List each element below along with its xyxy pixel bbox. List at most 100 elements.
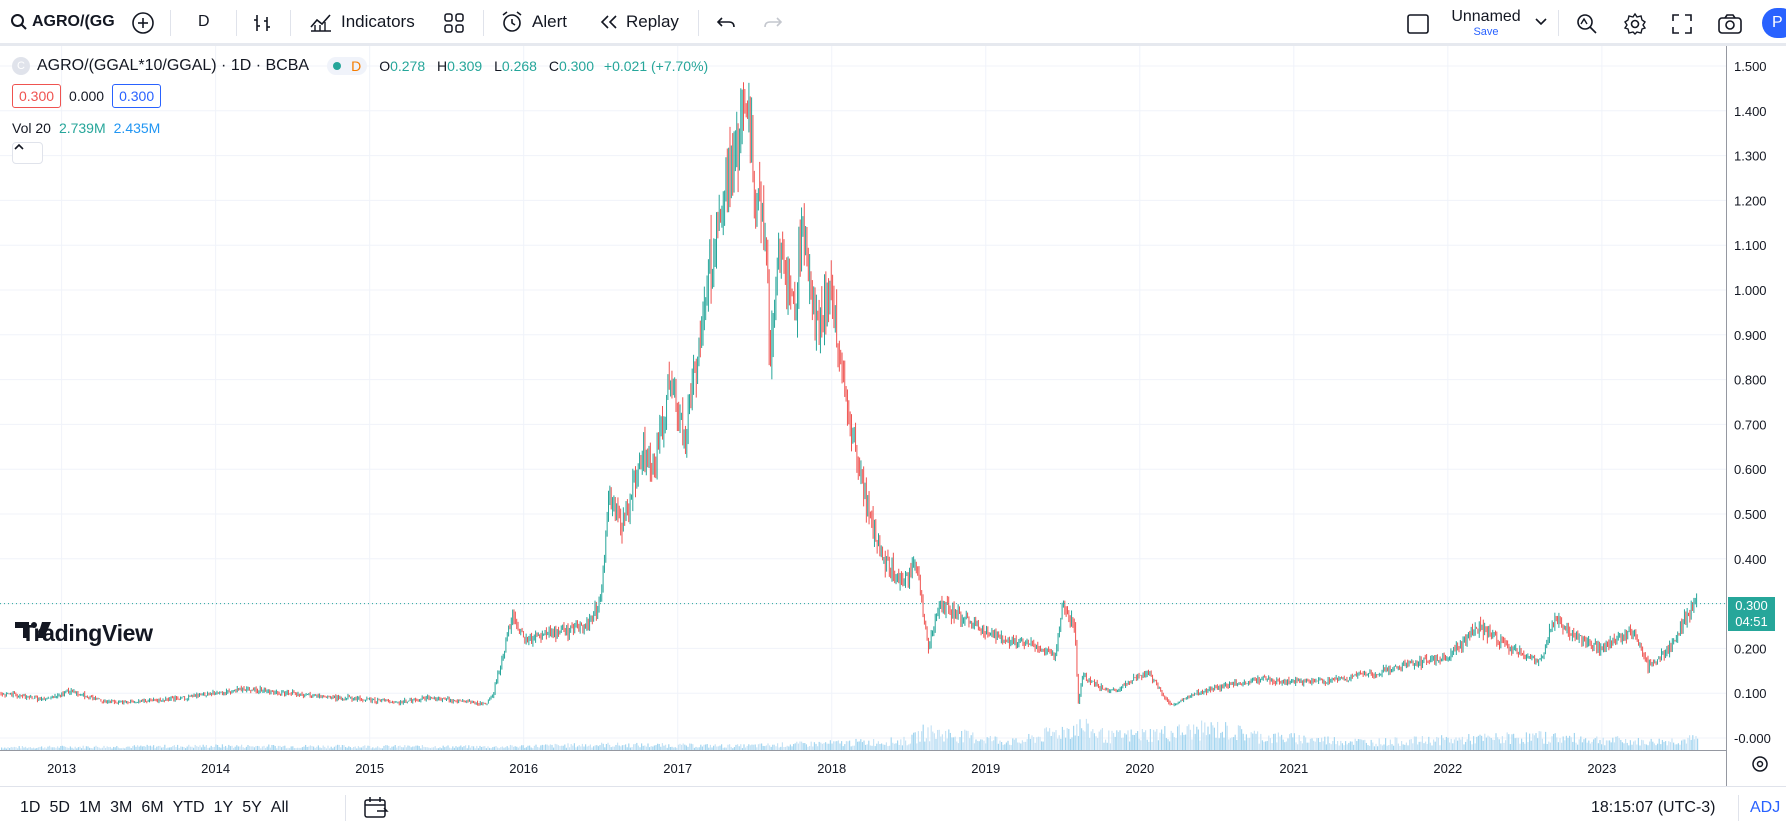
tradingview-watermark[interactable]: TradingView	[15, 620, 153, 647]
volume-bar	[1561, 742, 1563, 750]
range-6m[interactable]: 6M	[141, 798, 164, 816]
undo-icon[interactable]	[715, 14, 737, 32]
volume-bar	[1482, 740, 1484, 750]
collapse-legend-button[interactable]	[12, 142, 43, 164]
volume-bar	[1623, 743, 1625, 750]
range-3m[interactable]: 3M	[110, 798, 133, 816]
volume-bar	[1273, 733, 1275, 750]
camera-icon[interactable]	[1717, 12, 1743, 36]
range-5y[interactable]: 5Y	[242, 798, 262, 816]
last-price-label[interactable]: 0.300 04:51	[1728, 597, 1775, 631]
redo-icon[interactable]	[762, 14, 784, 32]
volume-bar	[849, 740, 851, 750]
volume-bar	[1284, 742, 1286, 750]
volume-bar	[1546, 743, 1548, 750]
compare-add-icon[interactable]	[131, 11, 155, 35]
volume-bar	[1020, 743, 1022, 750]
volume-bar	[602, 743, 604, 750]
volume-bar	[772, 744, 774, 750]
volume-legend[interactable]: Vol 20 2.739M 2.435M	[12, 120, 160, 136]
replay-button[interactable]: Replay	[598, 0, 679, 45]
volume-bar	[1029, 738, 1031, 750]
volume-bar	[485, 748, 487, 750]
fullscreen-icon[interactable]	[1671, 13, 1693, 35]
volume-bar	[489, 747, 491, 750]
volume-bar	[207, 747, 209, 750]
volume-bar	[277, 745, 279, 750]
volume-bar	[1343, 745, 1345, 750]
volume-bar	[111, 748, 113, 750]
volume-bar	[450, 748, 452, 750]
volume-bar	[372, 747, 374, 750]
volume-bar	[346, 747, 348, 750]
volume-bar	[225, 745, 227, 750]
volume-bar	[633, 744, 635, 750]
volume-bar	[61, 745, 63, 750]
volume-bar	[441, 748, 443, 750]
volume-bar	[577, 746, 579, 750]
quick-search-icon[interactable]	[1575, 12, 1599, 36]
avatar[interactable]: P	[1762, 8, 1786, 38]
adjust-toggle[interactable]: ADJ	[1750, 798, 1781, 816]
chevron-down-icon[interactable]	[1534, 17, 1548, 27]
indicators-button[interactable]: Indicators	[309, 0, 415, 45]
volume-bar	[1655, 745, 1657, 750]
volume-bar	[237, 746, 239, 750]
volume-bar	[1218, 738, 1220, 750]
volume-bar	[693, 747, 695, 750]
volume-bar	[1429, 742, 1431, 750]
volume-bar	[716, 746, 718, 750]
volume-bar	[879, 744, 881, 750]
range-1m[interactable]: 1M	[78, 798, 102, 816]
volume-bar	[1268, 735, 1270, 750]
volume-bar	[45, 748, 47, 750]
volume-bar	[39, 746, 41, 750]
go-to-date-icon[interactable]	[363, 796, 389, 820]
volume-bar	[1490, 737, 1492, 750]
ask-price[interactable]: 0.300	[112, 84, 162, 108]
volume-bar	[213, 746, 215, 750]
interval-button[interactable]: D	[198, 12, 210, 30]
y-tick-label: 1.400	[1734, 104, 1767, 119]
volume-bar	[1212, 725, 1214, 750]
volume-bar	[1634, 740, 1636, 750]
volume-bar	[1337, 741, 1339, 750]
price-chart[interactable]: 1.500 1.400 1.300 1.200 1.100 1.000 0.900 0.800…	[0, 46, 1786, 786]
volume-bar	[282, 745, 284, 750]
volume-bar	[420, 748, 422, 750]
volume-bar	[1165, 737, 1167, 750]
symbol-search[interactable]: AGRO/(GG	[10, 0, 115, 45]
volume-bar	[1263, 741, 1265, 750]
volume-bar	[1180, 735, 1182, 750]
range-ytd[interactable]: YTD	[172, 798, 205, 816]
volume-bar	[79, 746, 81, 750]
alert-button[interactable]: Alert	[500, 0, 567, 45]
volume-bar	[1383, 744, 1385, 750]
templates-grid-icon[interactable]	[443, 12, 465, 34]
volume-bar	[1233, 737, 1235, 750]
gear-icon[interactable]	[1623, 12, 1647, 36]
clock-time[interactable]: 18:15:07 (UTC-3)	[1591, 798, 1716, 816]
range-all[interactable]: All	[270, 798, 289, 816]
range-1y[interactable]: 1Y	[213, 798, 234, 816]
volume-bar	[722, 747, 724, 750]
layout-name-menu[interactable]: Unnamed Save	[1446, 8, 1526, 38]
volume-bar	[1388, 745, 1390, 750]
chart-pane[interactable]: 1.500 1.400 1.300 1.200 1.100 1.000 0.900 0.800…	[0, 46, 1786, 786]
save-link[interactable]: Save	[1473, 26, 1499, 38]
layout-square-icon[interactable]	[1406, 13, 1430, 35]
volume-bar	[1369, 745, 1371, 750]
volume-bar	[749, 745, 751, 750]
market-status[interactable]: D	[327, 57, 368, 75]
volume-bar	[1001, 741, 1003, 750]
volume-bar	[972, 732, 974, 750]
range-1d[interactable]: 1D	[20, 798, 41, 816]
range-5d[interactable]: 5D	[49, 798, 70, 816]
volume-bar	[522, 745, 524, 750]
volume-bar	[927, 727, 929, 750]
volume-bar	[1161, 729, 1163, 750]
volume-bar	[631, 747, 633, 750]
legend-title[interactable]: AGRO/(GGAL*10/GGAL) · 1D · BCBA	[37, 57, 310, 74]
bid-price[interactable]: 0.300	[12, 84, 62, 108]
chart-type-icon[interactable]	[252, 12, 274, 34]
